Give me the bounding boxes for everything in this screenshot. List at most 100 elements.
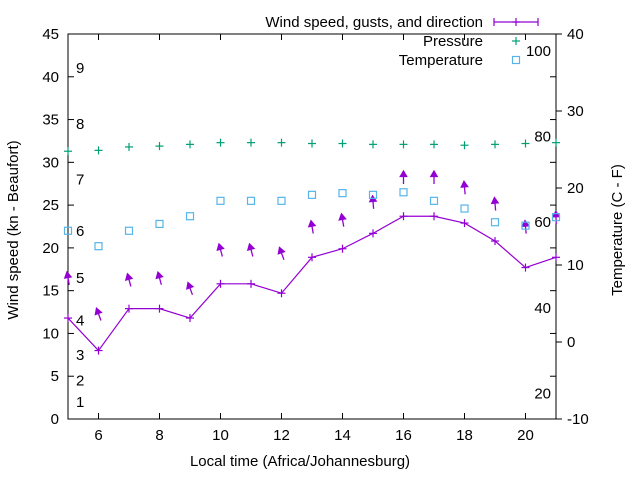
gust-direction-arrow [307,219,317,234]
x-tick-label: 6 [94,427,102,444]
gust-direction-arrow [155,270,164,285]
y-axis-title: Wind speed (kn - Beaufort) [5,140,22,319]
temperature-point [63,226,73,235]
wind-speed-point [277,289,286,298]
temperature-point [368,190,378,199]
fahrenheit-scale-labels: 20 40 60 80 100 [526,43,551,403]
arrow-head [277,246,286,255]
y-axis-tick-labels: 0 5 10 15 20 25 30 35 40 45 [42,26,59,428]
y2-tick-label: -10 [567,411,589,428]
legend: Wind speed, gusts, and direction Pressure… [265,14,539,69]
temperature-point [338,189,347,198]
wind-speed-point [460,219,469,228]
y-tick-label: 5 [51,368,59,385]
beaufort-label: 2 [76,373,84,390]
temperature-point [429,196,439,205]
beaufort-label: 4 [76,313,84,330]
arrow-head [216,242,225,252]
arrow-head [460,180,469,188]
pressure-point [216,138,225,147]
legend-label: Temperature [399,52,483,69]
temperature-point [277,196,286,205]
temperature-point [216,196,225,205]
fahrenheit-label: 40 [534,300,551,317]
gust-direction-arrow [124,272,134,287]
pressure-point [430,140,438,149]
pressure-point [247,138,255,147]
arrow-head [155,270,164,280]
wind-speed-point [247,279,255,288]
wind-speed-point [521,263,530,272]
arrow-head [63,270,73,279]
y-tick-label: 40 [42,69,59,86]
wind-speed-point [552,253,560,262]
fahrenheit-label: 80 [534,128,551,145]
pressure-point [338,139,347,148]
arrow-head [429,169,439,178]
pressure-point [155,142,164,151]
pressure-point [521,139,530,148]
beaufort-label: 1 [76,394,84,411]
temperature-point [307,190,317,199]
y-tick-label: 25 [42,197,59,214]
x-tick-label: 8 [155,427,163,444]
arrow-head [186,281,195,290]
wind-speed-point [491,237,499,246]
y2-tick-label: 40 [567,26,584,43]
fahrenheit-label: 60 [534,214,551,231]
gust-direction-arrow [460,180,469,195]
pressure-point [552,138,560,147]
x-tick-label: 18 [456,427,473,444]
x-tick-label: 12 [273,427,290,444]
y-tick-label: 45 [42,26,59,43]
wind-speed-point [399,212,408,221]
pressure-point [369,140,377,149]
y-tick-label: 30 [42,154,59,171]
temperature-point [460,204,469,213]
temperature-point [94,242,103,251]
temperature-point [246,196,256,205]
temperature-point [155,219,164,229]
gust-direction-arrow [186,281,195,296]
beaufort-label: 9 [76,60,84,77]
pressure-point [277,138,286,147]
beaufort-label: 8 [76,116,84,133]
y2-tick-label: 20 [567,180,584,197]
arrow-head [521,219,530,228]
y-tick-label: 20 [42,240,59,257]
gust-direction-arrow [338,212,347,227]
gust-direction-arrow [429,169,439,185]
y2-axis-title: Temperature (C - F) [609,164,626,296]
y2-tick-label: 30 [567,103,584,120]
x-tick-label: 14 [334,427,351,444]
temperature-point [124,226,134,235]
pressure-point [491,140,499,149]
gust-direction-arrow [277,246,286,260]
gust-direction-arrow [490,196,500,211]
legend-label: Pressure [423,33,483,50]
y-tick-label: 35 [42,112,59,129]
wind-speed-line [67,215,557,352]
pressure-point [94,146,103,155]
fahrenheit-label: 20 [534,386,551,403]
temperature-point [490,218,500,227]
plot-border [67,33,557,420]
y-tick-label: 15 [42,283,59,300]
pressure-point [460,141,469,150]
wind-speed-point [369,229,377,238]
beaufort-label: 6 [76,223,84,240]
y-tick-label: 0 [51,411,59,428]
beaufort-scale-labels: 1 2 3 4 5 6 7 8 9 [76,60,84,411]
x-axis-tick-labels: 6 8 10 12 14 16 18 20 [94,427,534,444]
y-tick-label: 10 [42,325,59,342]
wind-speed-point [155,304,164,313]
wind-speed-point [338,244,347,253]
wind-speed-point [125,304,133,313]
gust-direction-arrow [521,219,530,234]
temperature-point [185,212,195,221]
x-axis-title: Local time (Africa/Johannesburg) [190,453,410,470]
legend-square-swatch [511,55,521,65]
x-tick-label: 10 [212,427,229,444]
